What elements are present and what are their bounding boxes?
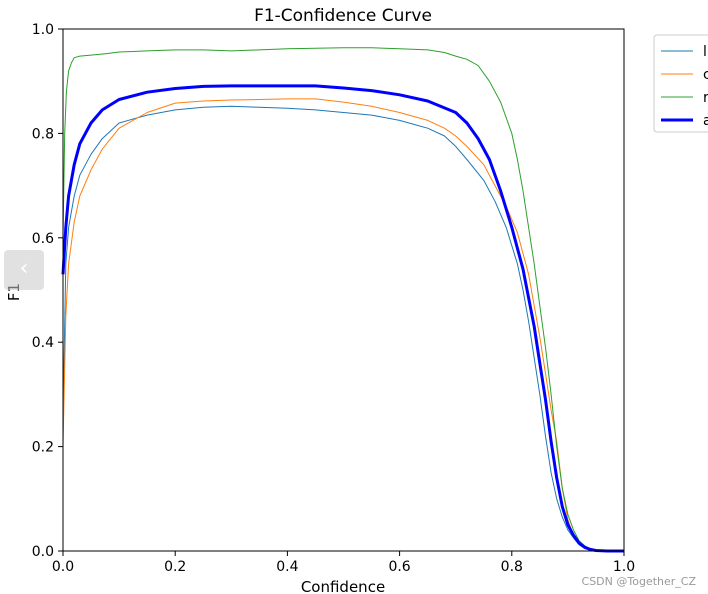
y-tick-label: 0.4 (32, 335, 54, 351)
x-tick-label: 0.8 (501, 559, 523, 575)
watermark: CSDN @Together_CZ (581, 575, 696, 588)
x-tick-label: 0.6 (388, 559, 410, 575)
series-line-l (62, 105, 624, 552)
x-axis-label: Confidence (301, 578, 385, 594)
y-tick-label: 0.6 (32, 231, 54, 247)
series-line-c (62, 98, 624, 552)
series-line-r (62, 47, 624, 552)
x-tick-label: 0.2 (164, 559, 186, 575)
plot-frame (62, 28, 625, 552)
legend-label-c: c (703, 67, 708, 83)
previous-arrow-icon[interactable]: ‹ (4, 250, 44, 290)
x-tick-label: 0.4 (276, 559, 298, 575)
legend-box (653, 34, 708, 133)
series-layer (61, 47, 624, 553)
chart-title: F1-Confidence Curve (254, 6, 432, 26)
y-tick-label: 0.0 (32, 544, 54, 560)
legend-label-l: l (703, 44, 707, 60)
x-tick-label: 0.0 (52, 559, 74, 575)
series-line-a (61, 84, 624, 553)
y-tick-label: 1.0 (32, 22, 54, 38)
axis-ticks: 0.0 0.2 0.4 0.6 0.8 1.0 0.0 0.2 0.4 0.6 0.8 1.0 (32, 22, 635, 575)
y-tick-label: 0.2 (32, 440, 54, 456)
y-tick-label: 0.8 (32, 126, 54, 142)
legend-label-a: a (703, 113, 708, 129)
x-tick-label: 1.0 (613, 559, 635, 575)
legend-label-r: r (703, 90, 708, 106)
